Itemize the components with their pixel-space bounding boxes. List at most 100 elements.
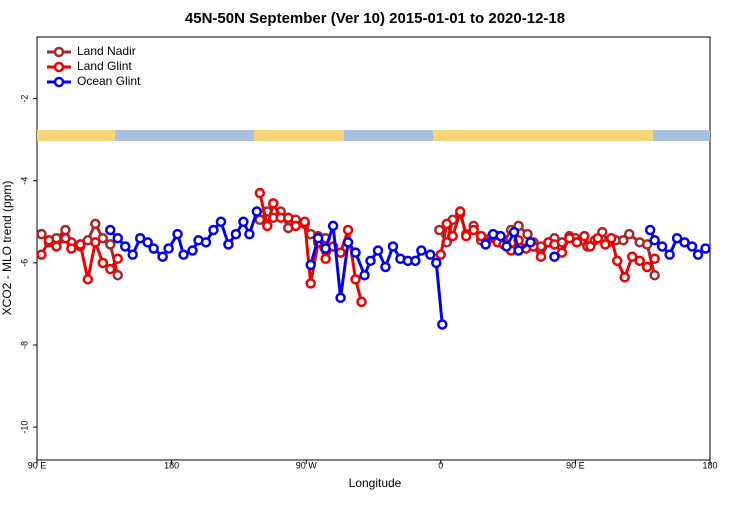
data-point — [119, 241, 131, 252]
data-point — [644, 224, 656, 236]
data-point — [447, 230, 459, 242]
x-tick-label: 90 E — [566, 460, 585, 470]
data-point — [268, 198, 279, 209]
data-point — [480, 239, 491, 250]
x-tick-label: 0 — [438, 460, 443, 470]
y-axis-label: XCO2 - MLO trend (ppm) — [0, 181, 14, 316]
data-point — [157, 251, 168, 262]
data-point — [320, 253, 331, 265]
data-point — [112, 253, 124, 265]
x-tick-label: 180 — [164, 460, 179, 470]
data-point — [686, 241, 698, 252]
data-point — [134, 232, 146, 244]
data-point — [75, 239, 86, 250]
data-point — [416, 245, 427, 256]
data-point — [425, 249, 436, 260]
data-point — [105, 224, 116, 236]
data-point — [305, 278, 316, 289]
data-point — [435, 249, 447, 260]
data-point — [105, 239, 116, 250]
data-point — [112, 269, 124, 281]
data-point — [230, 228, 242, 240]
data-point — [90, 237, 101, 248]
y-tick-label: -2 — [19, 95, 29, 103]
data-point — [112, 232, 124, 244]
data-point — [163, 243, 174, 254]
data-point — [356, 296, 367, 308]
data-point — [600, 239, 611, 250]
data-point — [619, 271, 631, 283]
ocean-band — [344, 130, 433, 141]
data-point — [342, 237, 354, 248]
data-point — [649, 269, 660, 281]
data-point — [148, 243, 159, 254]
data-point — [36, 228, 47, 240]
data-point — [60, 224, 71, 236]
data-point — [501, 241, 512, 252]
data-point — [262, 220, 273, 232]
data-point — [641, 261, 653, 273]
map-strip — [37, 130, 710, 141]
data-point — [335, 247, 346, 258]
data-point — [335, 292, 346, 304]
y-tick-label: -6 — [19, 259, 29, 267]
data-point — [359, 269, 370, 281]
data-point — [592, 232, 604, 244]
ocean-band — [115, 130, 254, 141]
data-point — [656, 241, 668, 252]
data-point — [290, 220, 301, 232]
data-point — [634, 255, 645, 267]
data-point — [612, 255, 623, 267]
data-point — [244, 228, 255, 240]
data-point — [82, 274, 94, 285]
data-point — [549, 239, 560, 250]
data-point — [700, 243, 711, 254]
data-point — [525, 237, 536, 248]
data-point — [641, 239, 653, 250]
ocean-band — [653, 130, 710, 141]
data-point — [434, 224, 445, 236]
data-point — [579, 230, 590, 242]
data-point — [585, 241, 596, 252]
data-point — [441, 218, 453, 230]
data-point — [127, 249, 138, 260]
data-point — [365, 255, 376, 267]
data-point — [564, 232, 575, 244]
x-axis-label: Longitude — [349, 476, 402, 490]
data-point — [618, 235, 629, 246]
data-point — [305, 259, 316, 271]
x-tick-label: 90 E — [28, 460, 47, 470]
data-point — [522, 228, 533, 240]
chart-title: 45N-50N September (Ver 10) 2015-01-01 to… — [185, 10, 565, 27]
data-point — [208, 224, 219, 236]
legend-marker — [53, 46, 65, 58]
data-point — [97, 257, 109, 269]
data-point — [251, 206, 263, 217]
legend-label: Land Glint — [77, 59, 132, 73]
data-point — [97, 232, 109, 244]
data-point — [36, 249, 47, 260]
data-point — [437, 319, 448, 330]
data-point — [692, 249, 704, 260]
data-point — [43, 235, 55, 246]
data-point — [626, 251, 638, 262]
data-point — [679, 237, 690, 248]
data-point — [513, 245, 524, 256]
x-tick-label: 90 W — [296, 460, 318, 470]
data-point — [238, 216, 249, 228]
data-point — [350, 247, 361, 258]
data-point — [342, 224, 354, 236]
data-point — [431, 257, 442, 269]
data-point — [571, 237, 583, 248]
data-point — [223, 239, 234, 250]
data-point — [51, 241, 62, 252]
data-point — [142, 237, 153, 248]
data-point — [460, 230, 472, 242]
data-point — [172, 228, 183, 240]
data-point — [327, 220, 339, 232]
data-point — [549, 251, 560, 262]
y-tick-label: -8 — [19, 341, 29, 349]
data-point — [283, 212, 294, 223]
data-point — [90, 218, 101, 230]
